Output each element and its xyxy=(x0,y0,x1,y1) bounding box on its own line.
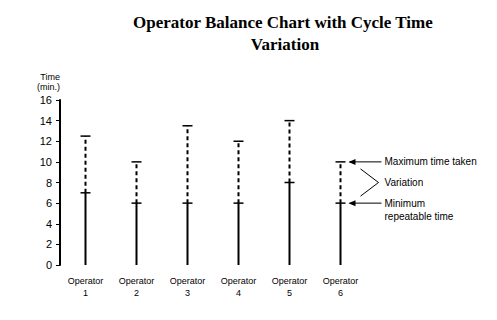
svg-text:12: 12 xyxy=(40,135,52,147)
svg-text:Operator: Operator xyxy=(272,276,308,286)
svg-text:4: 4 xyxy=(236,288,241,298)
svg-text:Operator: Operator xyxy=(68,276,104,286)
svg-text:Variation: Variation xyxy=(251,35,320,54)
svg-text:1: 1 xyxy=(83,288,88,298)
svg-text:Operator: Operator xyxy=(119,276,155,286)
svg-text:6: 6 xyxy=(338,288,343,298)
svg-text:4: 4 xyxy=(46,218,52,230)
svg-text:3: 3 xyxy=(185,288,190,298)
svg-text:(min.): (min.) xyxy=(37,82,60,92)
svg-text:2: 2 xyxy=(46,238,52,250)
svg-text:14: 14 xyxy=(40,115,52,127)
svg-text:Operator: Operator xyxy=(221,276,257,286)
svg-text:Operator: Operator xyxy=(323,276,359,286)
svg-text:repeatable time: repeatable time xyxy=(385,211,454,222)
svg-text:8: 8 xyxy=(46,177,52,189)
svg-text:10: 10 xyxy=(40,156,52,168)
svg-text:Operator Balance Chart with Cy: Operator Balance Chart with Cycle Time xyxy=(133,13,437,32)
svg-text:16: 16 xyxy=(40,94,52,106)
svg-text:2: 2 xyxy=(134,288,139,298)
svg-text:Variation: Variation xyxy=(385,177,424,188)
svg-text:5: 5 xyxy=(287,288,292,298)
svg-text:Maximum time taken: Maximum time taken xyxy=(385,156,477,167)
svg-text:Operator: Operator xyxy=(170,276,206,286)
svg-text:Time: Time xyxy=(40,72,60,82)
svg-text:6: 6 xyxy=(46,197,52,209)
svg-text:Minimum: Minimum xyxy=(385,198,426,209)
svg-text:0: 0 xyxy=(46,259,52,271)
